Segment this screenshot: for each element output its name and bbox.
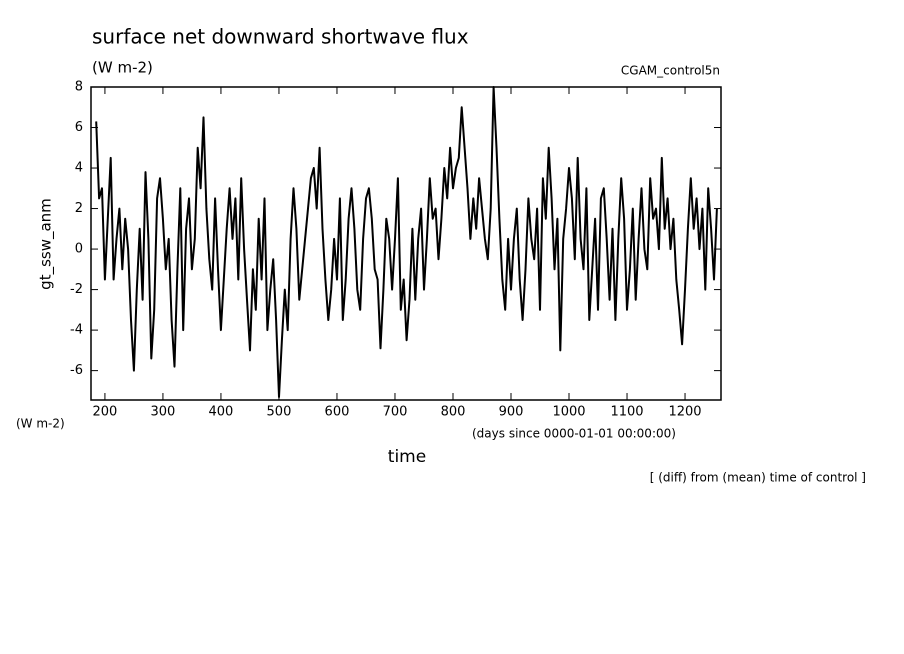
x-tick-label: 600 (325, 405, 350, 420)
y-tick-label: 2 (75, 201, 83, 216)
y-tick-label: -4 (70, 323, 83, 338)
y-axis-label: gt_ssw_anm (37, 198, 56, 290)
x-axis-label: time (388, 447, 426, 467)
x-tick-label: 800 (441, 405, 466, 420)
x-tick-label: 500 (267, 405, 292, 420)
chart-subtitle: (W m-2) (92, 59, 153, 77)
x-tick-label: 900 (499, 405, 524, 420)
x-tick-label: 1200 (668, 405, 701, 420)
x-tick-label: 700 (383, 405, 408, 420)
plot-frame (90, 86, 722, 401)
x-axis-units: (days since 0000-01-01 00:00:00) (472, 427, 676, 441)
x-tick-label: 1000 (552, 405, 585, 420)
note: [ (diff) from (mean) time of control ] (650, 471, 866, 485)
annotation: CGAM_control5n (621, 64, 720, 78)
y-axis-units: (W m-2) (16, 417, 65, 431)
x-tick-label: 200 (93, 405, 118, 420)
x-tick-label: 1100 (610, 405, 643, 420)
x-tick-label: 400 (209, 405, 234, 420)
y-tick-label: -6 (70, 363, 83, 378)
y-tick-label: 0 (75, 242, 83, 257)
chart-title: surface net downward shortwave flux (92, 25, 469, 49)
y-tick-label: 4 (75, 161, 83, 176)
y-tick-label: -2 (70, 282, 83, 297)
y-tick-label: 6 (75, 120, 83, 135)
data-line (95, 86, 718, 398)
x-tick-label: 300 (151, 405, 176, 420)
y-tick-label: 8 (75, 80, 83, 95)
